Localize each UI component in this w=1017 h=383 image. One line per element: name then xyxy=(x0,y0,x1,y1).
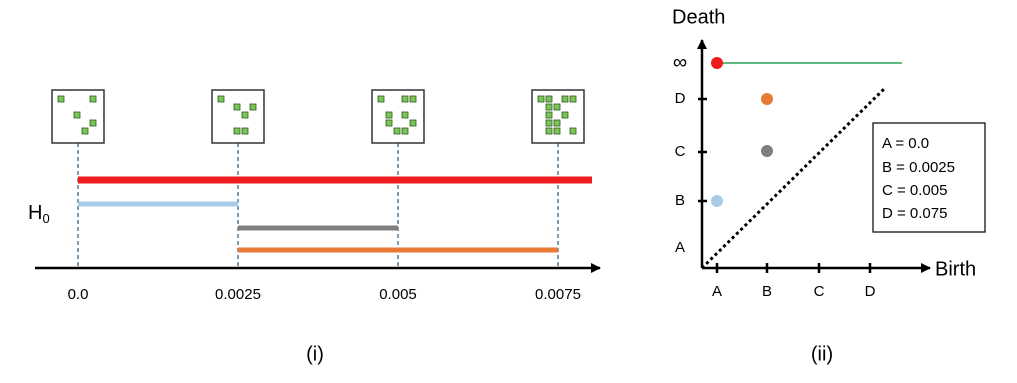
y-tick-label: B xyxy=(675,192,685,209)
barcode-panel: H0 0.0 0.0025 0.005 0.0075 (i) xyxy=(28,89,601,365)
pixel xyxy=(385,111,393,119)
pixel xyxy=(545,103,553,111)
pixel xyxy=(401,127,409,135)
pixel xyxy=(569,95,577,103)
pixel xyxy=(545,95,553,103)
pixel xyxy=(401,111,409,119)
point xyxy=(761,93,773,105)
y-tick-label: C xyxy=(675,143,686,160)
pixel xyxy=(241,127,249,135)
y-title: Death xyxy=(672,6,725,28)
y-tick-label: A xyxy=(675,239,685,256)
pixel xyxy=(81,127,89,135)
point xyxy=(711,57,723,69)
pixel xyxy=(385,119,393,127)
x-tick-label: C xyxy=(814,283,825,300)
pixel xyxy=(409,119,417,127)
legend-entry: B = 0.0025 xyxy=(882,159,955,176)
pixel xyxy=(217,95,225,103)
thumbnail xyxy=(211,89,265,144)
tick-label: 0.0 xyxy=(68,286,89,303)
pixel xyxy=(73,111,81,119)
pixel xyxy=(553,127,561,135)
x-tick-label: D xyxy=(865,283,876,300)
thumbnail xyxy=(531,89,585,144)
pixel xyxy=(537,95,545,103)
point xyxy=(711,195,723,207)
thumbnail xyxy=(371,89,425,144)
y-tick-label: D xyxy=(675,90,686,107)
diagonal xyxy=(700,86,887,270)
x-title: Birth xyxy=(935,258,976,280)
pixel xyxy=(89,119,97,127)
x-tick-label: A xyxy=(712,283,722,300)
h0-label: H0 xyxy=(28,202,50,226)
pixel xyxy=(57,95,65,103)
pixel xyxy=(377,95,385,103)
pixel xyxy=(545,127,553,135)
y-tick-label: ∞ xyxy=(673,51,687,73)
x-tick-label: B xyxy=(762,283,772,300)
pixel xyxy=(409,95,417,103)
pixel xyxy=(553,119,561,127)
pixel xyxy=(561,95,569,103)
pixel xyxy=(569,127,577,135)
pixel xyxy=(553,103,561,111)
pixel xyxy=(249,103,257,111)
tick-label: 0.005 xyxy=(379,286,417,303)
tick-label: 0.0075 xyxy=(535,286,581,303)
pixel xyxy=(89,95,97,103)
pixel xyxy=(401,95,409,103)
point xyxy=(761,145,773,157)
caption: (i) xyxy=(306,343,324,365)
legend-entry: A = 0.0 xyxy=(882,135,929,152)
pixel xyxy=(561,111,569,119)
pixel xyxy=(233,127,241,135)
thumbnail xyxy=(51,89,105,144)
diagram-panel: Death Birth A B C D ∞ A B C D A = 0.0 B … xyxy=(672,6,986,365)
legend-entry: D = 0.075 xyxy=(882,205,947,222)
label-main: H xyxy=(28,202,42,224)
pixel xyxy=(241,111,249,119)
label-sub: 0 xyxy=(42,211,49,226)
tick-label: 0.0025 xyxy=(215,286,261,303)
legend-box xyxy=(872,122,986,233)
pixel xyxy=(545,111,553,119)
ticks xyxy=(698,97,872,273)
pixel xyxy=(545,119,553,127)
pixel xyxy=(393,127,401,135)
legend-entry: C = 0.005 xyxy=(882,182,947,199)
pixel xyxy=(233,103,241,111)
caption: (ii) xyxy=(811,343,833,365)
